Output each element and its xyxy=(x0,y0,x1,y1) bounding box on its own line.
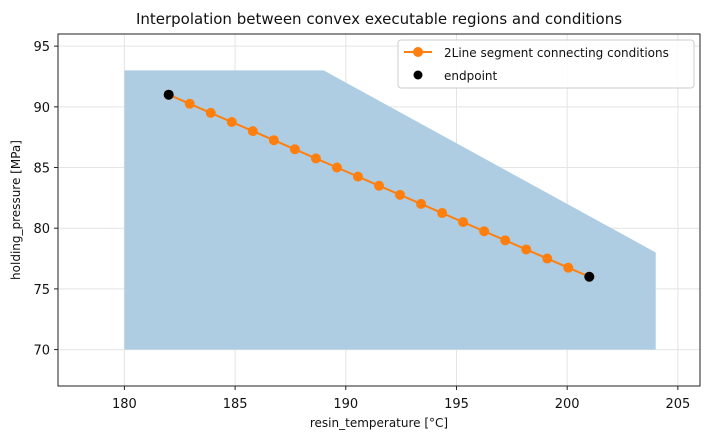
line-point xyxy=(458,217,469,228)
legend-box xyxy=(397,39,695,89)
line-point xyxy=(500,235,511,246)
x-tick-label: 180 xyxy=(112,397,137,412)
line-point xyxy=(521,244,532,255)
line-point xyxy=(268,135,279,146)
executable-region-polygon xyxy=(124,70,656,350)
chart-title: Interpolation between convex executable … xyxy=(136,10,622,28)
line-point xyxy=(542,253,553,264)
y-tick-label: 75 xyxy=(33,283,50,298)
line-point xyxy=(247,126,258,137)
y-tick-label: 70 xyxy=(33,344,50,359)
x-tick-label: 190 xyxy=(333,397,358,412)
line-point xyxy=(563,262,574,273)
line-point xyxy=(310,153,321,164)
y-tick-label: 90 xyxy=(33,101,50,116)
line-point xyxy=(205,107,216,118)
plot-frame xyxy=(57,33,701,387)
y-tick-label: 80 xyxy=(33,222,50,237)
line-point xyxy=(289,144,300,155)
line-point xyxy=(184,98,195,109)
line-point xyxy=(437,208,448,219)
line-point xyxy=(352,171,363,182)
y-tick-label: 95 xyxy=(33,40,50,55)
y-axis-ticks: 70 75 80 85 90 95 xyxy=(33,40,58,359)
legend-label-endpoint: endpoint xyxy=(444,69,498,83)
legend-line-marker xyxy=(413,47,423,57)
x-tick-label: 185 xyxy=(223,397,248,412)
line-point xyxy=(331,162,342,173)
line-point xyxy=(395,189,406,200)
legend-label-line: 2Line segment connecting conditions xyxy=(444,46,669,60)
y-tick-label: 85 xyxy=(33,162,50,177)
x-tick-label: 205 xyxy=(665,397,690,412)
endpoint-point xyxy=(584,271,595,282)
series-layer xyxy=(163,89,595,282)
line-point xyxy=(374,180,384,191)
x-tick-label: 195 xyxy=(444,397,469,412)
x-axis-label: resin_temperature [°C] xyxy=(310,416,448,430)
line-point xyxy=(416,198,427,209)
legend-endpoint-marker xyxy=(413,70,423,80)
line-point xyxy=(226,117,237,127)
x-axis-ticks: 180 185 190 195 200 205 xyxy=(112,386,690,412)
y-axis-label: holding_pressure [MPa] xyxy=(9,140,23,280)
legend: 2Line segment connecting conditions endp… xyxy=(397,39,695,89)
line-point xyxy=(479,226,490,237)
executable-region xyxy=(124,70,656,350)
x-tick-label: 200 xyxy=(555,397,580,412)
endpoint-point xyxy=(163,89,174,100)
